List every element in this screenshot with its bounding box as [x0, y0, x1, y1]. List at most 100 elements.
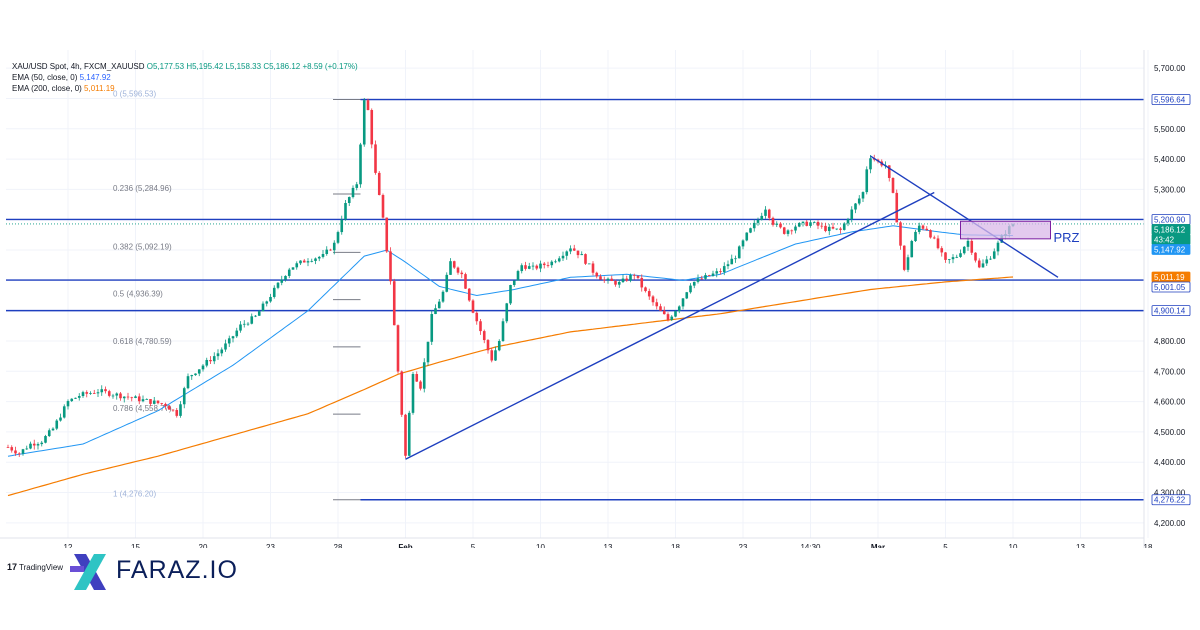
candle-body — [242, 323, 246, 325]
candle-body — [895, 192, 899, 223]
x-tick-label: 10 — [1009, 543, 1018, 548]
candle-body — [92, 393, 96, 394]
ema-lines — [7, 225, 1014, 497]
candle-body — [767, 209, 771, 218]
ema200-row[interactable]: EMA (200, close, 0) 5,011.19 — [12, 83, 358, 94]
candle-body — [831, 226, 835, 229]
candle-body — [246, 323, 250, 325]
candle-body — [497, 341, 501, 351]
x-tick-label: 23 — [739, 543, 748, 548]
candle-body — [29, 443, 32, 449]
tradingview-logo[interactable]: 17 TradingView — [7, 562, 63, 572]
candle-body — [216, 353, 220, 357]
trendline-rising — [405, 191, 935, 460]
x-tick-label: 12 — [64, 543, 73, 548]
candle-body — [771, 217, 775, 225]
candle-body — [152, 400, 156, 404]
candle-body — [482, 331, 486, 341]
price-tag-label: 4,276.22 — [1154, 496, 1186, 505]
candle-body — [655, 302, 659, 307]
candle-body — [977, 260, 981, 268]
candle-body — [786, 230, 790, 234]
candle-body — [550, 261, 554, 266]
candle-body — [992, 251, 996, 259]
candle-body — [17, 453, 21, 455]
candle-body — [996, 242, 1000, 252]
candle-body — [287, 269, 291, 276]
price-tag-label: 5,011.19 — [1154, 273, 1185, 282]
fib-label: 0.786 (4,558.77) — [113, 404, 172, 413]
ema50-label: EMA (50, close, 0) — [12, 73, 78, 82]
x-tick-label: Mar — [871, 543, 885, 548]
price-tag-box — [1151, 244, 1191, 255]
candle-body — [404, 414, 407, 456]
y-tick-label: 4,800.00 — [1154, 337, 1186, 346]
x-tick-label: 15 — [131, 543, 140, 548]
candle-body — [685, 292, 689, 299]
candle-body — [422, 362, 426, 389]
candle-body — [914, 231, 917, 242]
x-tick-label: 5 — [943, 543, 948, 548]
candle-body — [119, 393, 122, 399]
price-tag-box — [1151, 494, 1191, 506]
y-tick-label: 4,500.00 — [1154, 428, 1186, 437]
x-tick-label: 18 — [671, 543, 680, 548]
candle-body — [824, 225, 827, 232]
candle-body — [437, 301, 441, 309]
candle-body — [257, 311, 261, 316]
candle-body — [906, 257, 910, 270]
candle-body — [81, 392, 85, 397]
candle-body — [134, 396, 137, 398]
y-tick-label: 4,700.00 — [1154, 367, 1186, 376]
candle-body — [284, 275, 287, 280]
candle-body — [332, 242, 336, 251]
candle-body — [51, 428, 55, 431]
candle-body — [775, 223, 779, 225]
price-tag-label: 5,147.92 — [1154, 245, 1186, 254]
candle-body — [692, 281, 696, 286]
candle-body — [610, 278, 614, 281]
candle-body — [524, 265, 527, 269]
tradingview-text: TradingView — [19, 563, 64, 572]
candle-body — [801, 221, 805, 224]
candle-body — [629, 274, 632, 281]
candle-body — [122, 396, 126, 399]
candle-body — [730, 258, 734, 265]
candle-body — [599, 276, 602, 280]
candle-body — [389, 251, 392, 282]
candle-body — [805, 221, 809, 226]
candle-body — [985, 259, 989, 264]
candle-body — [14, 450, 17, 454]
candle-body — [572, 248, 576, 251]
candle-body — [377, 172, 381, 196]
symbol-row[interactable]: XAU/USD Spot, 4h, FXCM_XAUUSD O5,177.53 … — [12, 61, 358, 72]
candle-body — [385, 217, 389, 252]
candle-body — [505, 303, 509, 322]
candle-body — [546, 265, 550, 266]
candle-body — [306, 261, 310, 263]
candle-body — [512, 280, 516, 286]
candle-body — [854, 203, 857, 210]
ema50-row[interactable]: EMA (50, close, 0) 5,147.92 — [12, 72, 358, 83]
candle-body — [737, 246, 741, 259]
candle-body — [182, 388, 186, 405]
candle-body — [764, 209, 767, 216]
faraz-logo-icon — [70, 554, 106, 590]
price-chart[interactable]: 0 (5,596.53) 0.236 (5,284.96) 0.382 (5,092… — [0, 0, 1200, 548]
candle-body — [539, 263, 542, 269]
candle-body — [396, 325, 400, 372]
candle-body — [295, 263, 299, 268]
candle-body — [430, 314, 434, 342]
candle-body — [621, 278, 625, 282]
candle-body — [325, 249, 329, 255]
candle-body — [449, 261, 452, 275]
candle-body — [145, 399, 149, 400]
grid — [6, 50, 1149, 538]
price-tag-label: 43:42 — [1154, 235, 1175, 244]
candle-body — [760, 215, 764, 220]
candle-body — [614, 280, 617, 285]
candle-body — [44, 436, 47, 443]
candle-body — [722, 266, 726, 273]
candle-body — [190, 375, 194, 377]
candle-body — [636, 275, 640, 278]
